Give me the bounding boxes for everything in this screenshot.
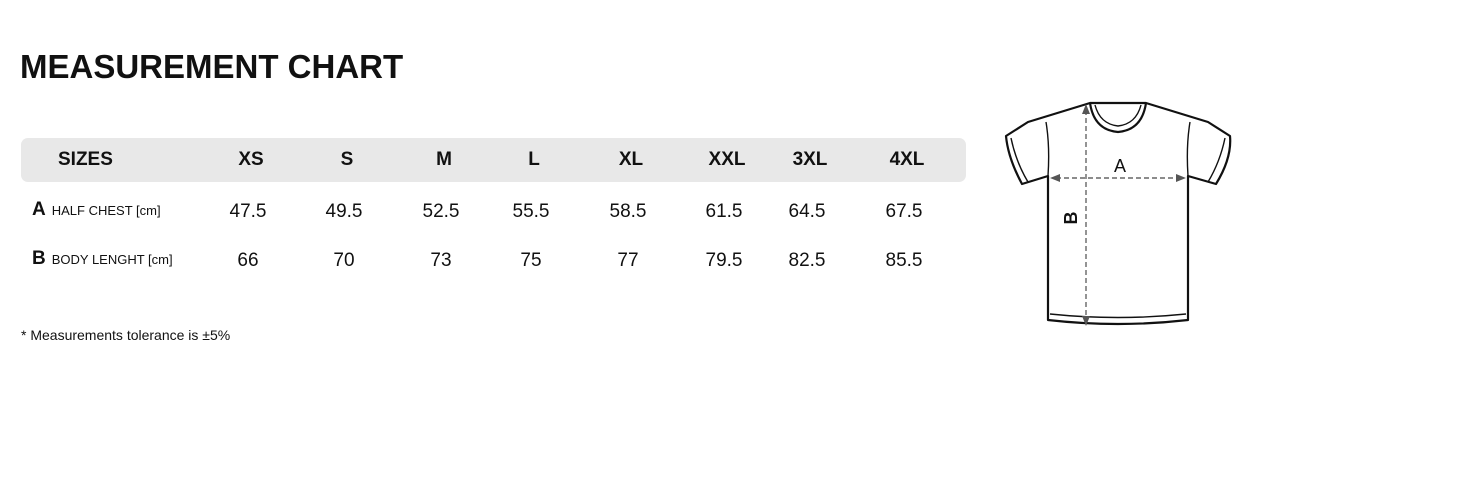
table-cell: 82.5 <box>788 250 826 271</box>
table-cell: 77 <box>617 250 639 271</box>
row-label: HALF CHEST [cm] <box>51 203 161 218</box>
label-a: A <box>1114 156 1126 176</box>
table-header-row <box>21 138 966 182</box>
table-cell: 49.5 <box>325 201 363 222</box>
table-cell: 61.5 <box>705 201 743 222</box>
size-header-m: M <box>436 149 452 170</box>
label-b: B <box>1061 212 1081 225</box>
row-label: BODY LENGHT [cm] <box>51 252 173 267</box>
size-header-s: S <box>340 149 354 170</box>
size-header-xs: XS <box>238 149 264 170</box>
table-cell: 67.5 <box>885 201 923 222</box>
row-label-body-length: B BODY LENGHT [cm] <box>32 248 173 270</box>
table-cell: 66 <box>237 250 259 271</box>
table-cell: 79.5 <box>705 250 743 271</box>
size-header-4xl: 4XL <box>889 149 925 170</box>
table-cell: 55.5 <box>512 201 550 222</box>
row-label-half-chest: A HALF CHEST [cm] <box>32 199 161 221</box>
size-header-l: L <box>528 149 540 170</box>
t-shirt-icon: A B <box>1004 101 1232 326</box>
row-letter: A <box>32 199 46 220</box>
table-cell: 52.5 <box>422 201 460 222</box>
table-cell: 85.5 <box>885 250 923 271</box>
page-title: MEASUREMENT CHART <box>20 48 404 85</box>
table-cell: 58.5 <box>609 201 647 222</box>
size-header-xxl: XXL <box>708 149 746 170</box>
table-cell: 47.5 <box>229 201 267 222</box>
size-header-3xl: 3XL <box>792 149 828 170</box>
size-header-xl: XL <box>618 149 644 170</box>
table-cell: 64.5 <box>788 201 826 222</box>
row-letter: B <box>32 248 46 269</box>
table-cell: 73 <box>430 250 452 271</box>
table-cell: 75 <box>520 250 542 271</box>
table-cell: 70 <box>333 250 355 271</box>
tolerance-note: * Measurements tolerance is ±5% <box>21 327 231 343</box>
sizes-header: SIZES <box>58 149 113 170</box>
